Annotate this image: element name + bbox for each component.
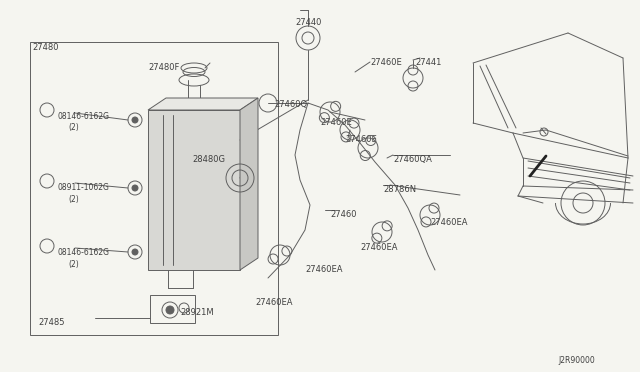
Text: 27440: 27440 [295, 18, 321, 27]
Text: B: B [44, 243, 50, 249]
Text: 27480: 27480 [32, 43, 58, 52]
Text: 27460EA: 27460EA [430, 218, 467, 227]
Text: 27460QA: 27460QA [393, 155, 432, 164]
Polygon shape [148, 110, 240, 270]
Text: 28786N: 28786N [383, 185, 416, 194]
Circle shape [132, 185, 138, 191]
Text: 27460E: 27460E [320, 118, 352, 127]
Text: 28480G: 28480G [192, 155, 225, 164]
Bar [150, 295, 195, 323]
Circle shape [40, 239, 54, 253]
Polygon shape [148, 98, 258, 110]
Text: 27460E: 27460E [370, 58, 402, 67]
Text: 27460EA: 27460EA [305, 265, 342, 274]
Text: 27441: 27441 [415, 58, 442, 67]
Text: J2R90000: J2R90000 [558, 356, 595, 365]
Text: N: N [44, 178, 50, 184]
Text: 27460E: 27460E [345, 135, 377, 144]
Text: 27480F: 27480F [148, 63, 179, 72]
Text: 28921M: 28921M [180, 308, 214, 317]
Text: 27485: 27485 [38, 318, 65, 327]
Circle shape [166, 306, 174, 314]
Text: (2): (2) [68, 260, 79, 269]
Text: B: B [44, 107, 50, 113]
Text: 27460EA: 27460EA [360, 243, 397, 252]
Text: (2): (2) [68, 195, 79, 204]
Text: 27460: 27460 [330, 210, 356, 219]
Text: 08911-1062G: 08911-1062G [57, 183, 109, 192]
Text: (2): (2) [68, 123, 79, 132]
Circle shape [40, 103, 54, 117]
Text: 08146-6162G: 08146-6162G [57, 112, 109, 121]
Text: 27460EA: 27460EA [255, 298, 292, 307]
Text: 08146-6162G: 08146-6162G [57, 248, 109, 257]
Polygon shape [240, 98, 258, 270]
Circle shape [132, 117, 138, 123]
Circle shape [132, 249, 138, 255]
Text: 27460Q: 27460Q [274, 100, 307, 109]
Bar [30, 42, 278, 335]
Circle shape [40, 174, 54, 188]
